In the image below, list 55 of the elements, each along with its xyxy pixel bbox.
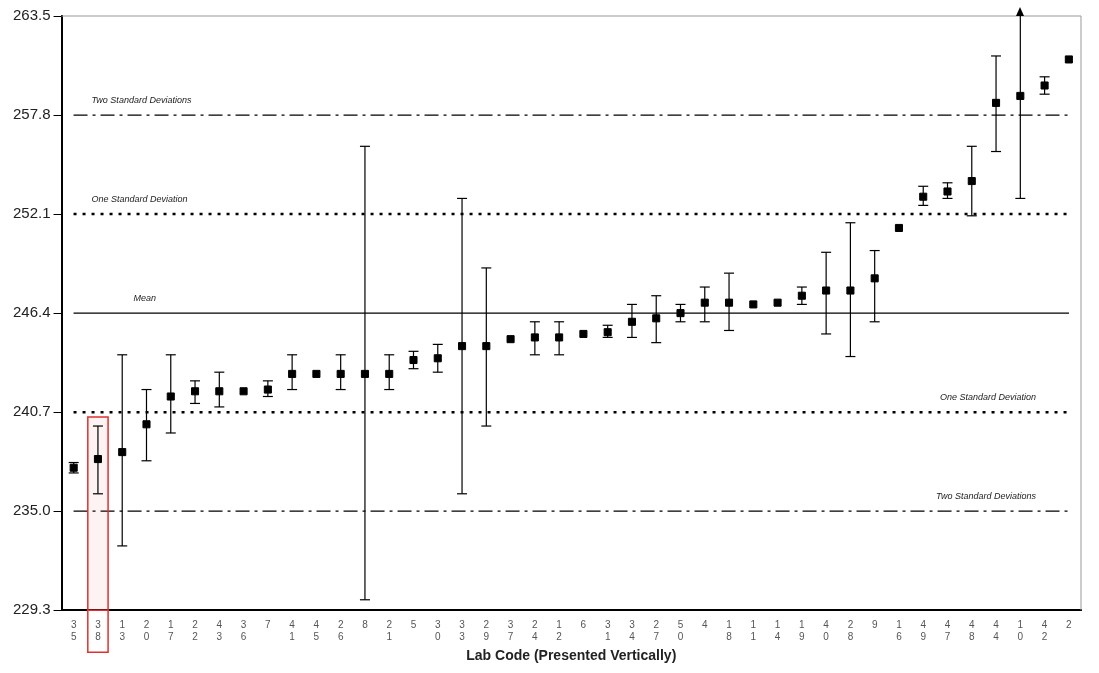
x-tick-label: 21 xyxy=(386,618,393,642)
x-tick-label: 33 xyxy=(459,618,466,642)
x-tick-label: 45 xyxy=(313,618,320,642)
x-tick-label: 49 xyxy=(920,618,927,642)
x-tick-label: 47 xyxy=(944,618,951,642)
x-tick-label: 40 xyxy=(823,618,830,642)
x-tick-label: 24 xyxy=(532,618,539,642)
x-tick-label: 2 xyxy=(1066,618,1073,630)
x-tick-label: 27 xyxy=(653,618,660,642)
y-tick-label: 257.8 xyxy=(12,105,51,123)
x-tick-label: 4 xyxy=(701,618,708,630)
x-tick-label: 41 xyxy=(289,618,296,642)
x-tick-label: 12 xyxy=(556,618,563,642)
x-tick-label: 48 xyxy=(968,618,975,642)
x-tick-label: 38 xyxy=(95,618,102,642)
y-tick-label: 235.0 xyxy=(12,501,51,519)
x-tick-label: 14 xyxy=(774,618,781,642)
x-tick-label: 7 xyxy=(265,618,272,630)
x-tick-label: 17 xyxy=(167,618,174,642)
y-tick-label: 240.7 xyxy=(12,402,51,420)
ref-line-label: One Standard Deviation xyxy=(91,194,188,205)
y-tick-label: 252.1 xyxy=(12,204,51,222)
x-tick-label: 50 xyxy=(677,618,684,642)
x-tick-label: 35 xyxy=(70,618,77,642)
x-tick-label: 37 xyxy=(507,618,514,642)
ref-line-label: Mean xyxy=(133,293,157,304)
x-tick-label: 13 xyxy=(119,618,126,642)
x-tick-label: 29 xyxy=(483,618,490,642)
x-tick-label: 36 xyxy=(240,618,247,642)
ref-line-label: Two Standard Deviations xyxy=(936,491,1037,502)
x-tick-label: 26 xyxy=(337,618,344,642)
x-tick-label: 11 xyxy=(750,618,757,642)
x-tick-label: 43 xyxy=(216,618,223,642)
x-tick-label: 18 xyxy=(726,618,733,642)
ref-line-label: One Standard Deviation xyxy=(939,392,1036,403)
x-tick-label: 16 xyxy=(896,618,903,642)
x-tick-label: 34 xyxy=(629,618,636,642)
x-tick-label: 10 xyxy=(1017,618,1024,642)
y-tick-label: 246.4 xyxy=(12,303,51,321)
x-tick-label: 5 xyxy=(410,618,417,630)
y-tick-label: 229.3 xyxy=(12,600,51,618)
x-tick-label: 31 xyxy=(604,618,611,642)
x-tick-label: 20 xyxy=(143,618,150,642)
x-tick-label: 22 xyxy=(192,618,199,642)
x-tick-label: 44 xyxy=(993,618,1000,642)
x-axis-title: Lab Code (Presented Vertically) xyxy=(466,647,677,664)
y-tick-label: 263.5 xyxy=(12,6,51,24)
x-tick-label: 28 xyxy=(847,618,854,642)
ref-line-label: Two Standard Deviations xyxy=(91,95,192,106)
x-tick-label: 30 xyxy=(434,618,441,642)
x-tick-label: 42 xyxy=(1041,618,1048,642)
x-tick-label: 19 xyxy=(799,618,806,642)
x-tick-label: 8 xyxy=(362,618,369,630)
x-tick-label: 9 xyxy=(871,618,878,630)
x-tick-label: 6 xyxy=(580,618,587,630)
